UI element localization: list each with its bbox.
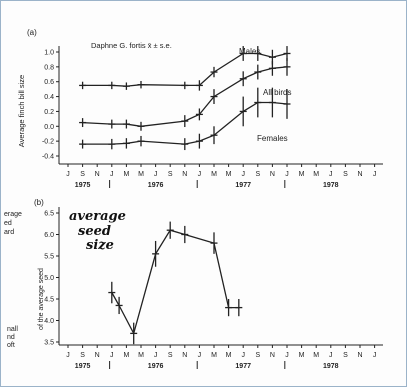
panel-b-y-tick-label: 4.5	[44, 297, 54, 304]
series-label-females: Females	[257, 134, 288, 143]
panel-b-axis-fragment-1: erage	[4, 211, 22, 218]
panel-b-axis-fragment-2: ed	[4, 220, 12, 227]
panel-a-y-tick-label: 0.2	[44, 109, 54, 116]
panel-b-x-tick-label: M	[211, 352, 217, 359]
panel-b-x-tick-label: S	[343, 352, 348, 359]
panel-b-year-label: 1977	[235, 363, 251, 370]
panel-a-x-tick-label: N	[95, 171, 100, 178]
panel-b-x-tick-label: S	[80, 352, 85, 359]
panel-b-x-tick-label: M	[313, 352, 319, 359]
panel-a-x-tick-label: M	[138, 171, 144, 178]
panel-b-ylabel: of the average seed	[38, 268, 45, 330]
panel-b-axis-bottom-1: nall	[7, 326, 18, 333]
panel-b-y-tick-label: 4.0	[44, 318, 54, 325]
panel-a-x-tick-label: J	[110, 171, 114, 178]
panel-a-title: Daphne G. fortis x̄ ± s.e.	[91, 41, 172, 50]
panel-b-x-tick-label: S	[168, 352, 173, 359]
panel-b-axis-bottom-3: oft	[7, 342, 15, 349]
series-label-all-birds: All birds	[263, 88, 291, 97]
panel-a-y-tick-label: 0.6	[44, 79, 54, 86]
panel-a-x-tick-label: S	[80, 171, 85, 178]
panel-b-series-line-0	[111, 229, 239, 336]
panel-b-x-tick-label: S	[255, 352, 260, 359]
panel-a-y-tick-label: 0.4	[44, 94, 54, 101]
panel-b-x-tick-label: M	[138, 352, 144, 359]
panel-a-y-tick-label: 0.0	[44, 124, 54, 131]
panel-a-x-tick-label: N	[270, 171, 275, 178]
panel-b-y-tick-label: 5.5	[44, 254, 54, 261]
panel-a-year-label: 1975	[75, 182, 91, 189]
panel-a-x-tick-label: M	[226, 171, 232, 178]
panel-a-x-tick-label: J	[154, 171, 158, 178]
panel-b-y-tick-label: 5.0	[44, 275, 54, 282]
panel-a-x-tick-label: J	[329, 171, 333, 178]
panel-a-x-tick-label: S	[168, 171, 173, 178]
panel-a-x-tick-label: J	[241, 171, 245, 178]
panel-b-x-tick-label: J	[241, 352, 245, 359]
panel-a-x-tick-label: J	[198, 171, 202, 178]
panel-a-x-tick-label: M	[299, 171, 305, 178]
panel-b-x-tick-label: J	[373, 352, 377, 359]
panel-b-axis-fragment-3: ard	[4, 229, 14, 236]
panel-b-y-tick-label: 6.5	[44, 211, 54, 218]
panel-b-x-tick-label: M	[299, 352, 305, 359]
panel-a-year-label: 1977	[235, 182, 251, 189]
panel-b-y-tick-label: 3.5	[44, 340, 54, 347]
panel-b-x-tick-label: N	[270, 352, 275, 359]
panel-b-x-tick-label: N	[95, 352, 100, 359]
panel-b-label: (b)	[34, 198, 44, 207]
panel-a-x-tick-label: M	[211, 171, 217, 178]
panel-b-x-tick-label: M	[123, 352, 129, 359]
panel-a-y-tick-label: -0.4	[42, 154, 54, 161]
series-label-males: Males	[239, 47, 260, 56]
panel-a-y-tick-label: 0.8	[44, 64, 54, 71]
panel-b-x-tick-label: N	[357, 352, 362, 359]
panel-b-x-tick-label: J	[66, 352, 70, 359]
panel-a-year-label: 1976	[148, 182, 164, 189]
panel-a-year-label: 1978	[323, 182, 339, 189]
panel-b-x-tick-label: J	[198, 352, 202, 359]
panel-a-ylabel: Average finch bill size	[17, 75, 26, 147]
panel-a-series-line-0	[82, 52, 288, 87]
panel-b-x-tick-label: M	[226, 352, 232, 359]
panel-b-year-label: 1975	[75, 363, 91, 370]
panel-a-x-tick-label: M	[313, 171, 319, 178]
handwritten-note-line-3: size	[86, 238, 114, 253]
panel-a-x-tick-label: J	[285, 171, 289, 178]
panel-a-x-tick-label: N	[357, 171, 362, 178]
panel-a-x-tick-label: N	[182, 171, 187, 178]
panel-b-x-tick-label: J	[110, 352, 114, 359]
panel-b-year-label: 1978	[323, 363, 339, 370]
panel-b-x-tick-label: N	[182, 352, 187, 359]
panel-a-x-tick-label: J	[66, 171, 70, 178]
panel-b-year-label: 1976	[148, 363, 164, 370]
panel-b-y-tick-label: 6.0	[44, 232, 54, 239]
panel-a-label: (a)	[27, 28, 37, 37]
panel-b-axis-bottom-2: nd	[7, 334, 15, 341]
panel-b-x-tick-label: J	[329, 352, 333, 359]
panel-a-x-tick-label: S	[255, 171, 260, 178]
handwritten-note-line-1: average	[69, 209, 126, 224]
panel-a-x-tick-label: S	[343, 171, 348, 178]
panel-a-plot: 1.0 0.8 0.6 0.4 0.2 0.0 -0.2 -0.4 J S N J M M J S N J M M J S…	[42, 46, 383, 189]
panel-b-plot: 6.5 6.0 5.5 5.0 4.5 4.0 3.5 J S N J M M J S N J M M J S N J M M J…	[44, 207, 383, 370]
panel-b-x-tick-label: J	[154, 352, 158, 359]
panel-a-y-tick-label: -0.2	[42, 139, 54, 146]
panel-b-x-tick-label: J	[285, 352, 289, 359]
handwritten-note-line-2: seed	[78, 224, 111, 239]
panel-a-y-tick-label: 1.0	[44, 50, 54, 57]
panel-a-x-tick-label: J	[373, 171, 377, 178]
panel-a-x-tick-label: M	[123, 171, 129, 178]
